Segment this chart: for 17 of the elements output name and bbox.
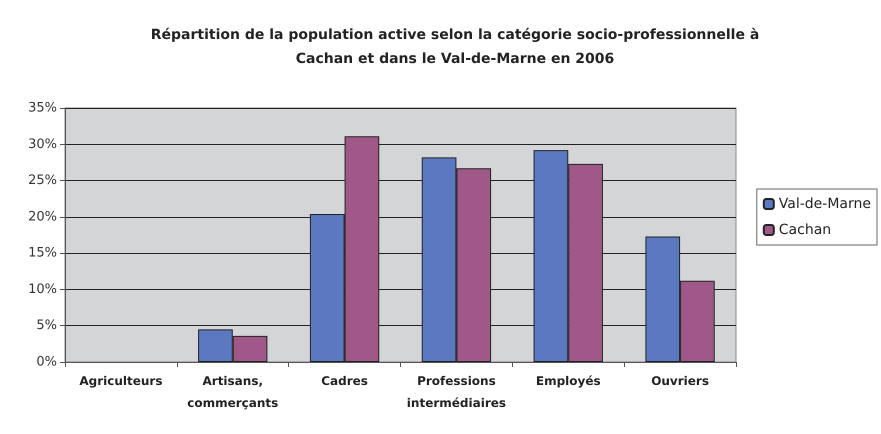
y-tick-label: 5% [36, 318, 57, 334]
x-tick-label: Artisans, commerçants [187, 374, 278, 410]
y-tick-label: 20% [28, 209, 57, 224]
x-tick-label: Ouvriers [651, 374, 709, 388]
y-tick-label: 35% [28, 100, 57, 116]
legend-label: Cachan [778, 222, 832, 238]
x-tick-label: Employés [536, 374, 601, 388]
y-tick-label: 25% [28, 173, 57, 188]
y-tick-label: 30% [28, 136, 57, 152]
y-tick-label: 10% [28, 282, 57, 297]
x-tick-label: Agriculteurs [79, 374, 162, 388]
y-tick-label: 0% [36, 354, 57, 370]
y-tick-label: 15% [28, 246, 57, 261]
legend-label: Val-de-Marne [778, 196, 871, 212]
chart-title: Répartition de la population active selon la catégorie socio-professionnelle à Cachan et dans le Val-de-Marne en 2006 [150, 27, 760, 67]
x-tick-label: Cadres [321, 374, 368, 388]
x-tick-label: Professions intermédiaires [406, 374, 506, 410]
